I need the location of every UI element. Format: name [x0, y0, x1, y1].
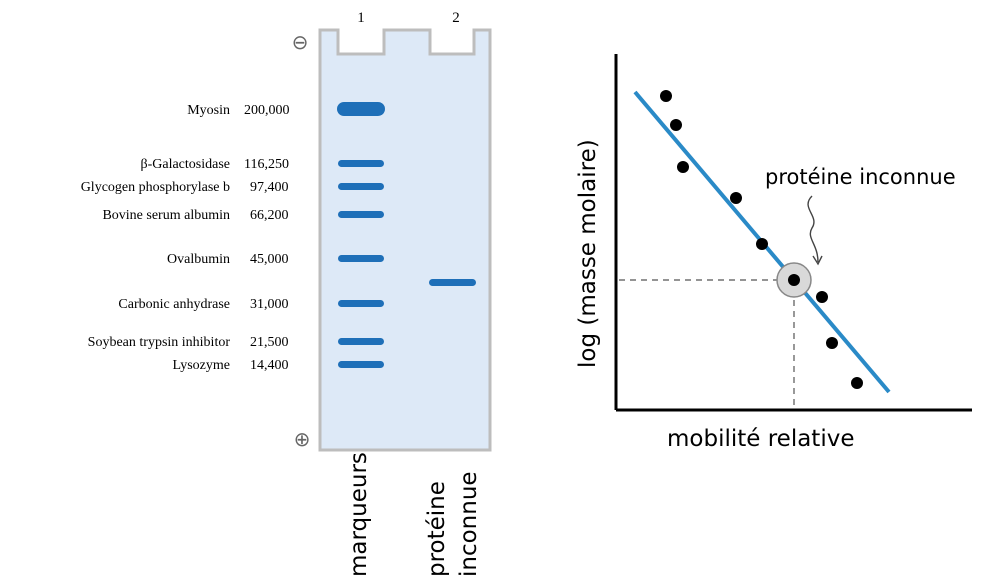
data-point — [677, 161, 689, 173]
gel-band-soybean-trypsin-inhibitor — [338, 338, 384, 345]
data-point — [851, 377, 863, 389]
y-axis-label: log (masse molaire) — [575, 139, 601, 368]
marker-name: Glycogen phosphorylase b — [81, 180, 230, 195]
marker-mass: 116,250 — [244, 157, 289, 172]
gel-band-bovine-serum-albumin — [338, 211, 384, 218]
calibration-plot: log (masse molaire) mobilité relative pr… — [575, 54, 972, 452]
x-axis-label: mobilité relative — [667, 426, 854, 452]
data-point — [660, 90, 672, 102]
gel-band-carbonic-anhydrase — [338, 300, 384, 307]
gel-band-beta-galactosidase — [338, 160, 384, 167]
data-point — [816, 291, 828, 303]
marker-mass: 97,400 — [250, 180, 289, 195]
lane-label-markers: marqueurs — [346, 452, 372, 577]
data-point — [826, 337, 838, 349]
gel-slab — [318, 28, 492, 452]
lane-number-2: 2 — [452, 10, 460, 26]
gel-band-unknown-protein — [429, 279, 476, 286]
lane-label-unknown-line2: inconnue — [456, 471, 482, 577]
data-point-unknown — [788, 274, 800, 286]
marker-mass: 14,400 — [250, 358, 289, 373]
marker-name: Ovalbumin — [167, 252, 230, 267]
marker-mass: 200,000 — [244, 103, 290, 118]
marker-name: β-Galactosidase — [140, 157, 230, 172]
marker-name: Bovine serum albumin — [102, 208, 230, 223]
marker-name: Lysozyme — [172, 358, 230, 373]
gel-panel: 1 2 ⊖ ⊕ Myosin β-Galactosidase Glycogen … — [81, 10, 492, 577]
cathode-pole-icon: ⊖ — [292, 30, 309, 54]
annotation-arrow — [807, 195, 819, 263]
gel-band-myosin — [337, 102, 385, 116]
gel-band-lysozyme — [338, 361, 384, 368]
gel-band-glycogen-phosphorylase — [338, 183, 384, 190]
annotation-label: protéine inconnue — [765, 165, 956, 189]
lane-label-unknown-line1: protéine — [424, 481, 450, 577]
marker-mass: 31,000 — [250, 297, 289, 312]
marker-name: Myosin — [187, 103, 230, 118]
marker-mass: 45,000 — [250, 252, 289, 267]
marker-name: Carbonic anhydrase — [118, 297, 230, 312]
marker-mass: 21,500 — [250, 335, 289, 350]
marker-mass: 66,200 — [250, 208, 289, 223]
gel-band-ovalbumin — [338, 255, 384, 262]
annotation-arrowhead-icon — [812, 255, 823, 266]
anode-pole-icon: ⊕ — [294, 427, 311, 451]
data-point — [756, 238, 768, 250]
data-point — [670, 119, 682, 131]
lane-number-1: 1 — [357, 10, 365, 26]
data-point — [730, 192, 742, 204]
marker-name: Soybean trypsin inhibitor — [88, 335, 231, 350]
